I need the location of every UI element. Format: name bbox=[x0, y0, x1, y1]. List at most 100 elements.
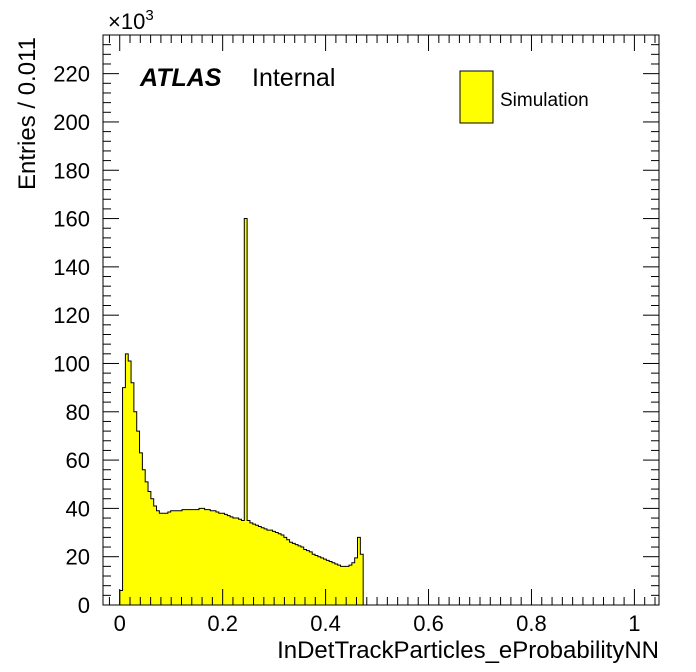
histogram-bin bbox=[179, 510, 183, 605]
y-tick-label: 0 bbox=[78, 593, 90, 618]
histogram-bin bbox=[306, 550, 310, 605]
histogram-bin bbox=[360, 554, 364, 605]
histogram-bin bbox=[156, 510, 160, 605]
histogram-bin bbox=[201, 508, 205, 605]
histogram-bin bbox=[244, 218, 248, 605]
histogram-bin bbox=[210, 510, 214, 605]
histogram-bin bbox=[283, 537, 288, 605]
y-tick-label: 140 bbox=[53, 255, 90, 280]
histogram-bin bbox=[354, 557, 358, 605]
histogram-bin bbox=[334, 563, 338, 605]
histogram-bin bbox=[142, 469, 146, 605]
histogram-bin bbox=[337, 565, 341, 605]
histogram-bin bbox=[227, 515, 231, 605]
atlas-label: ATLAS bbox=[139, 64, 222, 92]
y-axis-multiplier: ×103 bbox=[108, 7, 154, 34]
histogram-bin bbox=[300, 547, 305, 605]
histogram-bin bbox=[312, 554, 316, 605]
histogram-bin bbox=[309, 551, 313, 605]
histogram-bin bbox=[292, 543, 296, 605]
histogram-bin bbox=[298, 545, 302, 605]
histogram-bin bbox=[150, 498, 154, 605]
x-tick-label: 0.6 bbox=[413, 611, 444, 636]
histogram-bin bbox=[238, 519, 242, 605]
histogram-bin bbox=[315, 555, 319, 605]
histogram-bin bbox=[215, 512, 220, 605]
histogram-bin bbox=[176, 510, 180, 605]
histogram-bin bbox=[165, 513, 169, 605]
histogram-bin bbox=[320, 557, 324, 605]
histogram-bin bbox=[278, 533, 282, 605]
y-tick-label: 100 bbox=[53, 351, 90, 376]
histogram-bin bbox=[224, 514, 228, 605]
histogram-bin bbox=[357, 537, 361, 605]
histogram-bin bbox=[148, 491, 152, 605]
histogram-bin bbox=[272, 531, 276, 605]
histogram-bin bbox=[247, 520, 251, 605]
x-tick-label: 0.8 bbox=[516, 611, 547, 636]
histogram-bin bbox=[323, 559, 327, 605]
histogram-bin bbox=[119, 590, 123, 605]
histogram-bin bbox=[131, 382, 135, 605]
histogram-bin bbox=[230, 516, 234, 605]
histogram-bin bbox=[218, 513, 222, 605]
histogram-bin bbox=[275, 532, 279, 605]
histogram-bin bbox=[266, 530, 271, 605]
y-tick-label: 120 bbox=[53, 303, 90, 328]
x-tick-label: 0.2 bbox=[207, 611, 238, 636]
histogram-bin bbox=[295, 544, 299, 605]
histogram-bin bbox=[122, 387, 126, 605]
histogram-bin bbox=[184, 509, 188, 605]
y-tick-label: 60 bbox=[66, 448, 90, 473]
histogram-bin bbox=[159, 513, 163, 605]
y-axis-ticks bbox=[103, 34, 659, 606]
histogram-bin bbox=[125, 353, 129, 605]
histogram-bin bbox=[193, 509, 197, 605]
histogram-bin bbox=[196, 509, 200, 605]
histogram-bin bbox=[162, 513, 166, 605]
internal-label: Internal bbox=[252, 64, 335, 92]
y-axis-title: Entries / 0.011 bbox=[14, 37, 41, 190]
histogram-bin bbox=[235, 518, 239, 605]
histogram-bin bbox=[232, 518, 237, 605]
histogram-bin bbox=[249, 522, 254, 605]
histogram-bin bbox=[255, 525, 259, 605]
y-axis-tick-labels: 0 20 40 60 80 100 120 140 160 180 200 220 bbox=[53, 62, 90, 618]
y-tick-label: 40 bbox=[66, 496, 90, 521]
histogram-bin bbox=[349, 565, 353, 605]
histogram-bin bbox=[269, 530, 273, 605]
histogram-bin bbox=[286, 539, 290, 605]
y-tick-label: 20 bbox=[66, 545, 90, 570]
histogram-bin bbox=[241, 520, 245, 605]
histogram-bin bbox=[187, 509, 191, 605]
histogram-bin bbox=[182, 509, 186, 605]
histogram-bin bbox=[198, 508, 203, 605]
histogram-bin bbox=[153, 505, 157, 605]
histogram-bars bbox=[119, 218, 364, 605]
histogram-bin bbox=[281, 534, 285, 605]
histogram-bin bbox=[128, 361, 132, 605]
x-tick-label: 0.4 bbox=[310, 611, 341, 636]
y-tick-label: 220 bbox=[53, 62, 90, 87]
histogram-outline bbox=[119, 218, 364, 605]
histogram-bin bbox=[303, 549, 307, 605]
y-tick-label: 180 bbox=[53, 158, 90, 183]
x-tick-label: 1 bbox=[628, 611, 640, 636]
histogram-bin bbox=[332, 562, 336, 605]
legend: Simulation bbox=[459, 70, 589, 124]
y-tick-label: 80 bbox=[66, 400, 90, 425]
x-axis-ticks bbox=[108, 35, 656, 605]
histogram-bin bbox=[340, 566, 344, 605]
histogram-bin bbox=[190, 509, 194, 605]
histogram-bin bbox=[145, 481, 149, 605]
legend-swatch-simulation bbox=[459, 70, 494, 124]
histogram-bin bbox=[207, 509, 211, 605]
histogram-bin bbox=[317, 556, 322, 605]
histogram-bin bbox=[221, 513, 225, 605]
legend-label-simulation: Simulation bbox=[500, 90, 589, 111]
histogram-bin bbox=[204, 509, 208, 605]
plot-frame bbox=[102, 34, 660, 606]
histogram-bin bbox=[213, 510, 217, 605]
histogram-bin bbox=[136, 431, 140, 605]
